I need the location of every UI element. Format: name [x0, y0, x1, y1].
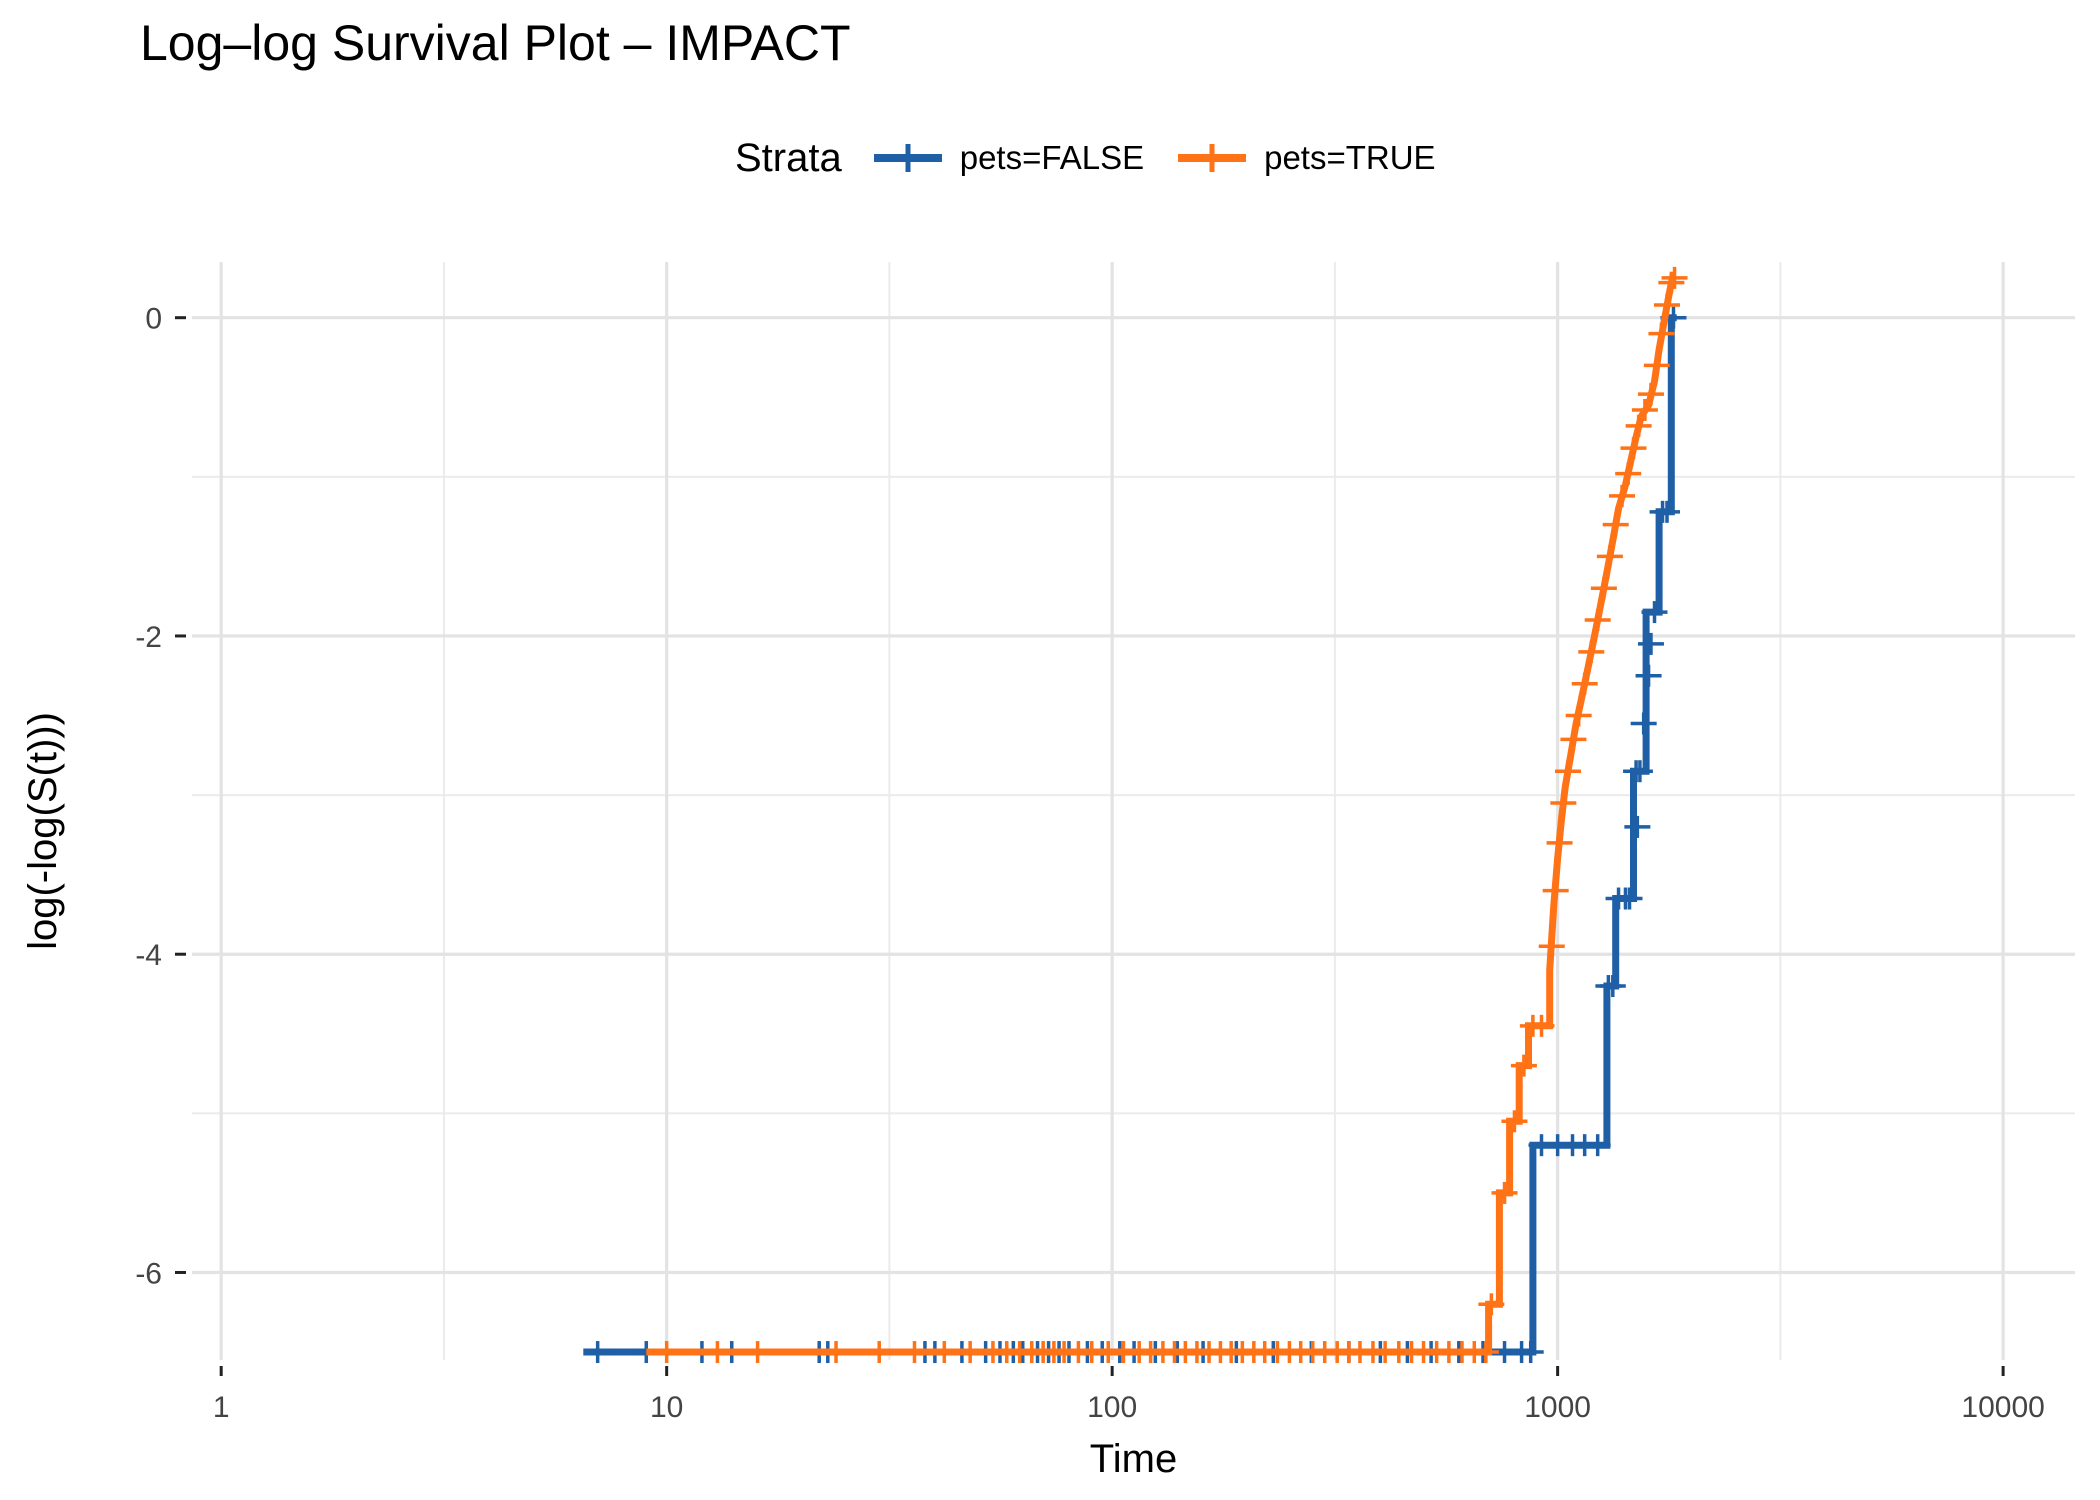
censor-mark — [1626, 760, 1653, 783]
censor-mark — [1584, 1134, 1611, 1157]
censor-mark — [1602, 513, 1629, 536]
censor-mark — [1550, 792, 1577, 815]
censor-mark — [1472, 1341, 1499, 1364]
censor-mark — [1625, 414, 1652, 437]
censor-mark — [931, 1341, 958, 1364]
censor-mark — [901, 1341, 928, 1364]
axes: 1 10 100 1000 10000 -6 -4 -2 0 — [135, 303, 2045, 1424]
censor-mark — [1584, 609, 1611, 632]
grid — [192, 262, 2075, 1360]
legend-item-pets-true: pets=TRUE — [1174, 138, 1436, 178]
censor-mark — [1478, 1293, 1505, 1316]
censor-mark — [1641, 601, 1668, 624]
censor-mark — [1630, 712, 1657, 735]
series-line — [646, 274, 1676, 1356]
censor-mark — [1599, 975, 1626, 998]
censor-mark — [1565, 704, 1592, 727]
censor-mark — [1554, 760, 1581, 783]
censor-mark — [653, 1341, 680, 1364]
censor-mark — [1637, 632, 1664, 655]
legend: Strata pets=FALSE pets=TRUE — [735, 128, 1466, 188]
x-tick-label: 1000 — [1524, 1391, 1591, 1424]
censor-mark — [1571, 672, 1598, 695]
censor-mark — [1517, 1341, 1544, 1364]
censor-mark — [1620, 437, 1647, 460]
censor-mark — [1654, 500, 1681, 523]
censor-mark — [957, 1341, 984, 1364]
censor-mark — [1596, 545, 1623, 568]
x-axis-title: Time — [1090, 1437, 1177, 1481]
censor-mark — [1654, 293, 1681, 316]
censor-mark — [1609, 484, 1636, 507]
chart-title: Log–log Survival Plot – IMPACT — [140, 15, 851, 71]
censor-mark — [1560, 728, 1587, 751]
x-tick-label: 10000 — [1961, 1391, 2044, 1424]
y-tick-label: -2 — [135, 621, 162, 654]
series-layer — [583, 266, 1688, 1364]
series-line — [583, 314, 1677, 1356]
y-tick-label: -6 — [135, 1257, 162, 1290]
censor-mark — [704, 1341, 731, 1364]
legend-key-pets-true-icon — [1178, 144, 1247, 172]
censor-mark — [1590, 577, 1617, 600]
y-tick-label: -4 — [135, 939, 162, 972]
x-tick-label: 10 — [650, 1391, 683, 1424]
censor-mark — [1616, 887, 1643, 910]
censor-mark — [1501, 1110, 1528, 1133]
censor-mark — [1546, 831, 1573, 854]
censor-mark — [1648, 322, 1675, 345]
censor-mark — [1538, 935, 1565, 958]
censor-mark — [1542, 879, 1569, 902]
censor-mark — [1635, 664, 1662, 687]
censor-mark — [1615, 462, 1642, 485]
censor-mark — [1631, 398, 1658, 421]
censor-mark — [584, 1341, 611, 1364]
censor-mark — [1578, 640, 1605, 663]
legend-label-pets-false: pets=FALSE — [959, 139, 1145, 176]
series-pets-true — [646, 266, 1688, 1364]
y-tick-label: 0 — [145, 303, 162, 336]
series-pets-false — [583, 306, 1687, 1364]
legend-item-pets-false: pets=FALSE — [870, 138, 1144, 178]
censor-mark — [1528, 1014, 1555, 1037]
censor-mark — [744, 1341, 771, 1364]
censor-mark — [1643, 354, 1670, 377]
legend-label-pets-true: pets=TRUE — [1264, 139, 1436, 176]
censor-mark — [1658, 271, 1685, 294]
censor-mark — [1510, 1054, 1537, 1077]
y-axis-title: log(-log(S(t))) — [21, 712, 65, 950]
legend-title: Strata — [735, 135, 842, 180]
censor-mark — [823, 1341, 850, 1364]
censor-mark — [1637, 383, 1664, 406]
censor-mark — [1661, 266, 1688, 289]
censor-mark — [1491, 1181, 1518, 1204]
censor-mark — [866, 1341, 893, 1364]
x-tick-label: 1 — [213, 1391, 230, 1424]
censor-mark — [1624, 815, 1651, 838]
x-tick-label: 100 — [1087, 1391, 1137, 1424]
legend-key-pets-false-icon — [873, 144, 942, 172]
